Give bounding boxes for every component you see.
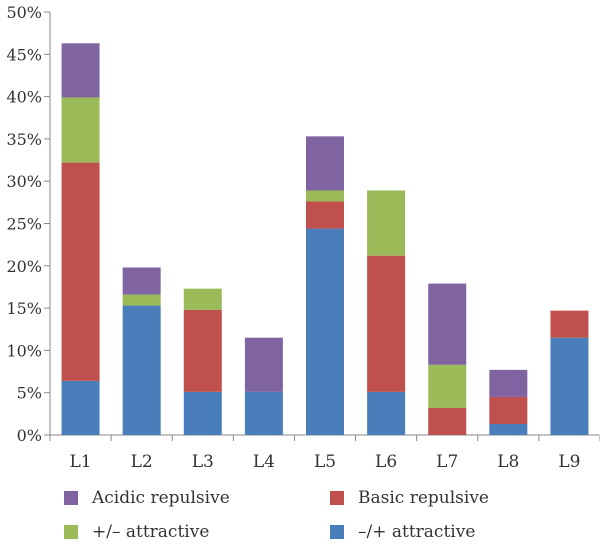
bar-segment bbox=[61, 43, 100, 98]
legend-label: +/– attractive bbox=[92, 522, 210, 542]
y-tick-label: 5% bbox=[17, 384, 42, 403]
bar-segment bbox=[306, 136, 344, 191]
bar-segment bbox=[183, 391, 222, 435]
bar-segment bbox=[122, 294, 161, 306]
y-tick-label: 40% bbox=[6, 88, 42, 107]
legend-label: Basic repulsive bbox=[358, 488, 489, 508]
x-tick-label: L8 bbox=[497, 452, 519, 472]
x-tick-label: L7 bbox=[436, 452, 458, 472]
y-tick-label: 10% bbox=[6, 341, 42, 360]
bar-segment bbox=[183, 288, 222, 310]
bar-segment bbox=[306, 201, 344, 229]
bar-segment bbox=[550, 310, 589, 338]
y-tick-label: 25% bbox=[6, 215, 42, 234]
legend-swatch bbox=[64, 525, 78, 539]
bar-segment bbox=[306, 190, 344, 202]
legend: Acidic repulsive Basic repulsive +/– attra… bbox=[0, 478, 600, 546]
bar-segment bbox=[489, 396, 528, 425]
y-tick-label: 30% bbox=[6, 172, 42, 191]
y-tick-label: 15% bbox=[6, 299, 42, 318]
legend-item: +/– attractive bbox=[64, 522, 209, 542]
x-tick-label: L2 bbox=[131, 452, 153, 472]
legend-item: –/+ attractive bbox=[330, 522, 475, 542]
legend-swatch bbox=[330, 491, 344, 505]
bar-segment bbox=[122, 267, 161, 295]
bar-segment bbox=[122, 305, 161, 435]
y-tick-label: 0% bbox=[17, 426, 42, 445]
legend-swatch bbox=[64, 491, 78, 505]
plot-area: 0% 5% 10% 15% 20% 25% 30% 35% 40% 45% 50% L1 L2 L3 L4 L… bbox=[6, 3, 600, 472]
bar-segment bbox=[306, 228, 344, 435]
bar-segment bbox=[367, 190, 406, 256]
bar-segment bbox=[61, 380, 100, 435]
bar-segment bbox=[489, 369, 528, 397]
x-tick-label: L1 bbox=[70, 452, 92, 472]
bar-segment bbox=[428, 364, 467, 408]
bar-segment bbox=[428, 283, 467, 365]
bar-segment bbox=[61, 97, 100, 163]
bar-segment bbox=[183, 309, 222, 392]
legend-item: Basic repulsive bbox=[330, 488, 489, 508]
x-tick-label: L5 bbox=[314, 452, 336, 472]
x-tick-label: L3 bbox=[192, 452, 214, 472]
legend-swatch bbox=[330, 525, 344, 539]
bar-segment bbox=[550, 337, 589, 435]
legend-item: Acidic repulsive bbox=[64, 488, 230, 508]
bar-segment bbox=[61, 162, 100, 381]
y-tick-label: 50% bbox=[6, 3, 42, 22]
legend-label: Acidic repulsive bbox=[92, 488, 230, 508]
x-tick-label: L9 bbox=[558, 452, 580, 472]
bar-segment bbox=[367, 391, 406, 435]
bar-segment bbox=[489, 424, 528, 435]
x-tick-label: L4 bbox=[253, 452, 275, 472]
bar-segment bbox=[244, 391, 283, 435]
y-tick-label: 35% bbox=[6, 130, 42, 149]
x-tick-label: L6 bbox=[375, 452, 397, 472]
bar-segment bbox=[367, 255, 406, 392]
bar-segment bbox=[428, 407, 467, 435]
bar-segment bbox=[244, 337, 283, 392]
legend-label: –/+ attractive bbox=[358, 522, 476, 542]
y-tick-label: 45% bbox=[6, 45, 42, 64]
y-tick-label: 20% bbox=[6, 257, 42, 276]
